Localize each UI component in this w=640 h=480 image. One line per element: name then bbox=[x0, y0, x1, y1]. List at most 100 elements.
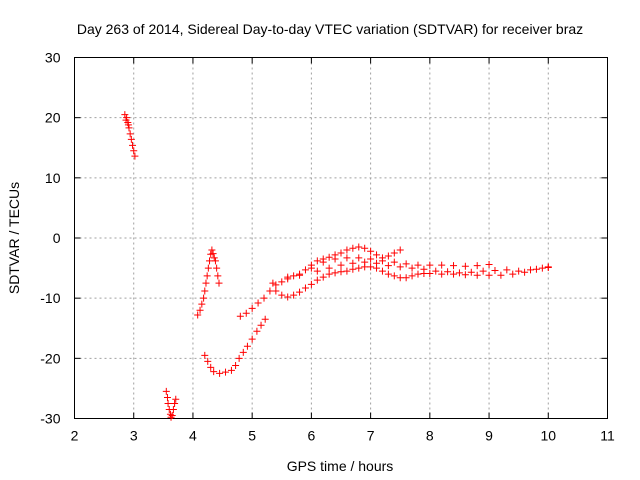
data-point bbox=[367, 263, 375, 271]
data-point bbox=[313, 257, 321, 265]
data-point bbox=[402, 260, 410, 268]
data-point bbox=[319, 258, 327, 266]
data-point bbox=[301, 284, 309, 292]
data-point bbox=[213, 264, 221, 272]
x-tick-label: 11 bbox=[600, 428, 615, 444]
data-point bbox=[479, 267, 487, 275]
data-point bbox=[127, 135, 135, 143]
data-point bbox=[203, 272, 211, 280]
data-point bbox=[272, 281, 280, 289]
data-point bbox=[509, 270, 517, 278]
data-point bbox=[313, 267, 321, 275]
x-tick-label: 10 bbox=[540, 428, 556, 444]
y-tick-label: 30 bbox=[45, 50, 61, 66]
data-point bbox=[538, 264, 546, 272]
data-point bbox=[455, 269, 463, 277]
data-point bbox=[216, 369, 224, 377]
data-point bbox=[467, 268, 475, 276]
data-point bbox=[235, 354, 243, 362]
data-point bbox=[171, 399, 179, 407]
data-point bbox=[337, 261, 345, 269]
data-point bbox=[227, 366, 235, 374]
data-point bbox=[473, 271, 481, 279]
data-point bbox=[485, 271, 493, 279]
data-point bbox=[426, 269, 434, 277]
data-point bbox=[204, 357, 212, 365]
data-point bbox=[343, 267, 351, 275]
data-point bbox=[243, 342, 251, 350]
data-point bbox=[239, 348, 247, 356]
data-point bbox=[257, 321, 265, 329]
data-point bbox=[198, 300, 206, 308]
data-point bbox=[414, 270, 422, 278]
data-point bbox=[367, 247, 375, 255]
data-point bbox=[390, 249, 398, 257]
data-point bbox=[200, 294, 208, 302]
data-point bbox=[125, 124, 133, 132]
data-point bbox=[337, 268, 345, 276]
y-tick-label: -10 bbox=[40, 290, 60, 306]
data-point bbox=[461, 262, 469, 270]
data-point bbox=[208, 246, 216, 254]
grid bbox=[74, 57, 608, 419]
data-point bbox=[254, 299, 262, 307]
chart-title: Day 263 of 2014, Sidereal Day-to-day VTE… bbox=[77, 21, 583, 37]
data-point bbox=[414, 261, 422, 269]
data-point bbox=[473, 262, 481, 270]
data-point bbox=[349, 244, 357, 252]
tick-labels: 2 3 4 5 6 7 8 9 10 11 -30 -20 -10 0 10 20 30 bbox=[40, 50, 615, 444]
y-tick-label: -30 bbox=[40, 411, 60, 427]
data-point bbox=[172, 395, 180, 403]
data-point bbox=[169, 405, 177, 413]
data-point bbox=[207, 363, 215, 371]
data-point bbox=[361, 258, 369, 266]
data-point bbox=[202, 279, 210, 287]
data-point bbox=[261, 315, 269, 323]
data-point bbox=[296, 288, 304, 296]
y-tick-label: 10 bbox=[45, 170, 61, 186]
data-point bbox=[307, 264, 315, 272]
data-point bbox=[272, 287, 280, 295]
data-point bbox=[343, 246, 351, 254]
data-point bbox=[378, 267, 386, 275]
data-point bbox=[384, 262, 392, 270]
data-point bbox=[355, 254, 363, 262]
data-point bbox=[420, 265, 428, 273]
data-point bbox=[390, 272, 398, 280]
data-point bbox=[131, 152, 139, 160]
data-point bbox=[337, 249, 345, 257]
data-point bbox=[284, 273, 292, 281]
data-point bbox=[450, 270, 458, 278]
y-tick-label: 20 bbox=[45, 110, 61, 126]
x-tick-label: 2 bbox=[71, 428, 79, 444]
data-point bbox=[396, 246, 404, 254]
data-point bbox=[384, 270, 392, 278]
data-point bbox=[497, 271, 505, 279]
data-point bbox=[331, 269, 339, 277]
data-point bbox=[121, 111, 129, 119]
data-point bbox=[355, 264, 363, 272]
data-markers bbox=[121, 111, 552, 421]
data-point bbox=[167, 413, 175, 421]
data-point bbox=[210, 368, 218, 376]
axes bbox=[74, 57, 608, 419]
x-axis-title: GPS time / hours bbox=[287, 458, 394, 474]
data-point bbox=[373, 251, 381, 259]
data-point bbox=[307, 280, 315, 288]
x-tick-label: 4 bbox=[189, 428, 197, 444]
x-tick-label: 3 bbox=[130, 428, 138, 444]
data-point bbox=[248, 335, 256, 343]
data-point bbox=[438, 270, 446, 278]
data-point bbox=[201, 351, 209, 359]
data-point bbox=[390, 258, 398, 266]
data-point bbox=[491, 266, 499, 274]
data-point bbox=[355, 243, 363, 251]
data-point bbox=[122, 116, 130, 124]
data-point bbox=[196, 306, 204, 314]
data-point bbox=[402, 274, 410, 282]
x-tick-label: 5 bbox=[248, 428, 256, 444]
x-tick-label: 9 bbox=[485, 428, 493, 444]
data-point bbox=[503, 266, 511, 274]
data-point bbox=[325, 270, 333, 278]
data-point bbox=[278, 291, 286, 299]
